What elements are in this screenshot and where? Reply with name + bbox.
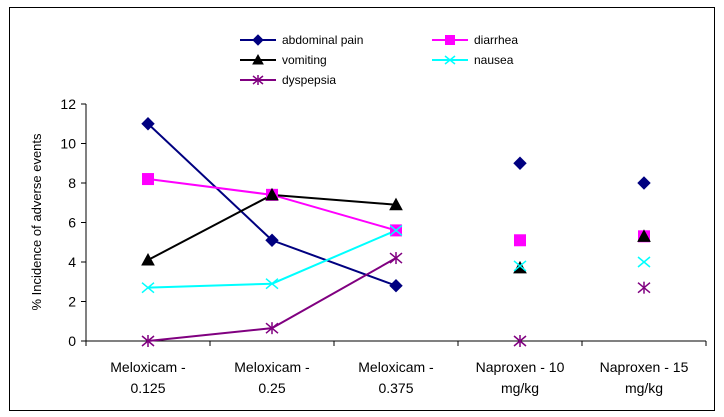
data-point-vomiting <box>265 187 279 201</box>
legend-item-nausea: nausea <box>432 53 514 67</box>
marker-shape <box>513 156 527 170</box>
data-point-abdominal-pain <box>265 233 279 247</box>
legend-item-dyspepsia: dyspepsia <box>240 73 336 87</box>
x-tick-label: Naproxen - 10 mg/kg <box>476 359 565 396</box>
axes: 0 2 4 6 8 10 12 Meloxicam -0.125 Meloxicam -0.25… <box>60 96 707 396</box>
marker-shape <box>389 197 403 211</box>
data-point-nausea <box>389 224 403 236</box>
marker-stroke <box>265 278 279 290</box>
series-line-diarrhea <box>147 178 397 232</box>
legend-marker <box>252 75 264 85</box>
y-tick-label: 12 <box>60 96 76 112</box>
marker-shape <box>141 252 155 266</box>
data-point-vomiting <box>389 197 403 211</box>
legend-label: diarrhea <box>474 33 518 47</box>
data-point-abdominal-pain <box>141 117 155 131</box>
legend-marker <box>445 35 455 45</box>
y-tick-label: 10 <box>60 136 76 152</box>
legend-label: abdominal pain <box>282 33 363 47</box>
series-line-vomiting <box>147 193 397 261</box>
marker-shape <box>252 34 264 46</box>
x-tick-label: Meloxicam -0.25 <box>234 359 310 396</box>
series-markers <box>141 117 651 347</box>
marker-shape <box>265 233 279 247</box>
data-point-dyspepsia <box>265 322 279 335</box>
data-point-dyspepsia <box>513 335 527 347</box>
data-point-abdominal-pain <box>637 176 651 190</box>
legend-label: dyspepsia <box>282 73 336 87</box>
data-point-dyspepsia <box>141 335 155 347</box>
y-axis-title: % Incidence of adverse events <box>29 133 44 311</box>
data-point-diarrhea <box>142 173 154 186</box>
data-point-diarrhea <box>514 234 526 247</box>
y-tick-label: 6 <box>68 215 76 231</box>
x-tick-label: Meloxicam -0.375 <box>358 359 434 396</box>
legend-marker <box>252 34 264 46</box>
marker-stroke <box>637 256 651 268</box>
legend-label: vomiting <box>282 53 327 67</box>
marker-shape <box>389 278 403 293</box>
marker-shape <box>445 35 455 45</box>
y-tick-label: 0 <box>68 333 76 349</box>
marker-shape <box>252 53 264 65</box>
marker-shape <box>637 229 651 242</box>
legend-item-vomiting: vomiting <box>240 53 327 67</box>
data-point-dyspepsia <box>637 281 651 294</box>
marker-shape <box>265 187 279 201</box>
marker-shape <box>637 176 651 190</box>
series-lines <box>147 123 397 342</box>
legend-label: nausea <box>474 53 514 67</box>
data-point-vomiting <box>637 229 651 242</box>
y-tick-label: 8 <box>68 175 76 191</box>
marker-shape <box>142 173 154 186</box>
legend-item-diarrhea: diarrhea <box>432 33 518 47</box>
data-point-dyspepsia <box>389 252 403 265</box>
legend-marker <box>444 55 456 65</box>
marker-stroke <box>389 224 403 236</box>
marker-shape <box>513 260 527 274</box>
data-point-abdominal-pain <box>389 278 403 293</box>
data-point-vomiting <box>513 260 527 274</box>
marker-stroke <box>444 55 456 65</box>
data-point-nausea <box>637 256 651 268</box>
y-tick-label: 4 <box>68 254 76 270</box>
legend: abdominal pain diarrhea vomiting nausea dysp… <box>240 33 518 87</box>
data-point-vomiting <box>141 252 155 266</box>
x-tick-label: Meloxicam -0.125 <box>110 359 186 396</box>
data-point-abdominal-pain <box>513 156 527 170</box>
marker-shape <box>514 234 526 247</box>
legend-marker <box>252 53 264 65</box>
x-tick-label: Naproxen - 15 mg/kg <box>600 359 689 396</box>
legend-item-abdominal-pain: abdominal pain <box>240 33 363 47</box>
data-point-nausea <box>265 278 279 290</box>
data-point-nausea <box>513 260 527 272</box>
y-tick-label: 2 <box>68 294 76 310</box>
series-line-abdominal-pain <box>147 123 397 287</box>
marker-stroke <box>141 282 155 294</box>
chart-area <box>9 7 715 411</box>
marker-shape <box>141 117 155 131</box>
marker-stroke <box>513 260 527 272</box>
data-point-nausea <box>141 282 155 294</box>
